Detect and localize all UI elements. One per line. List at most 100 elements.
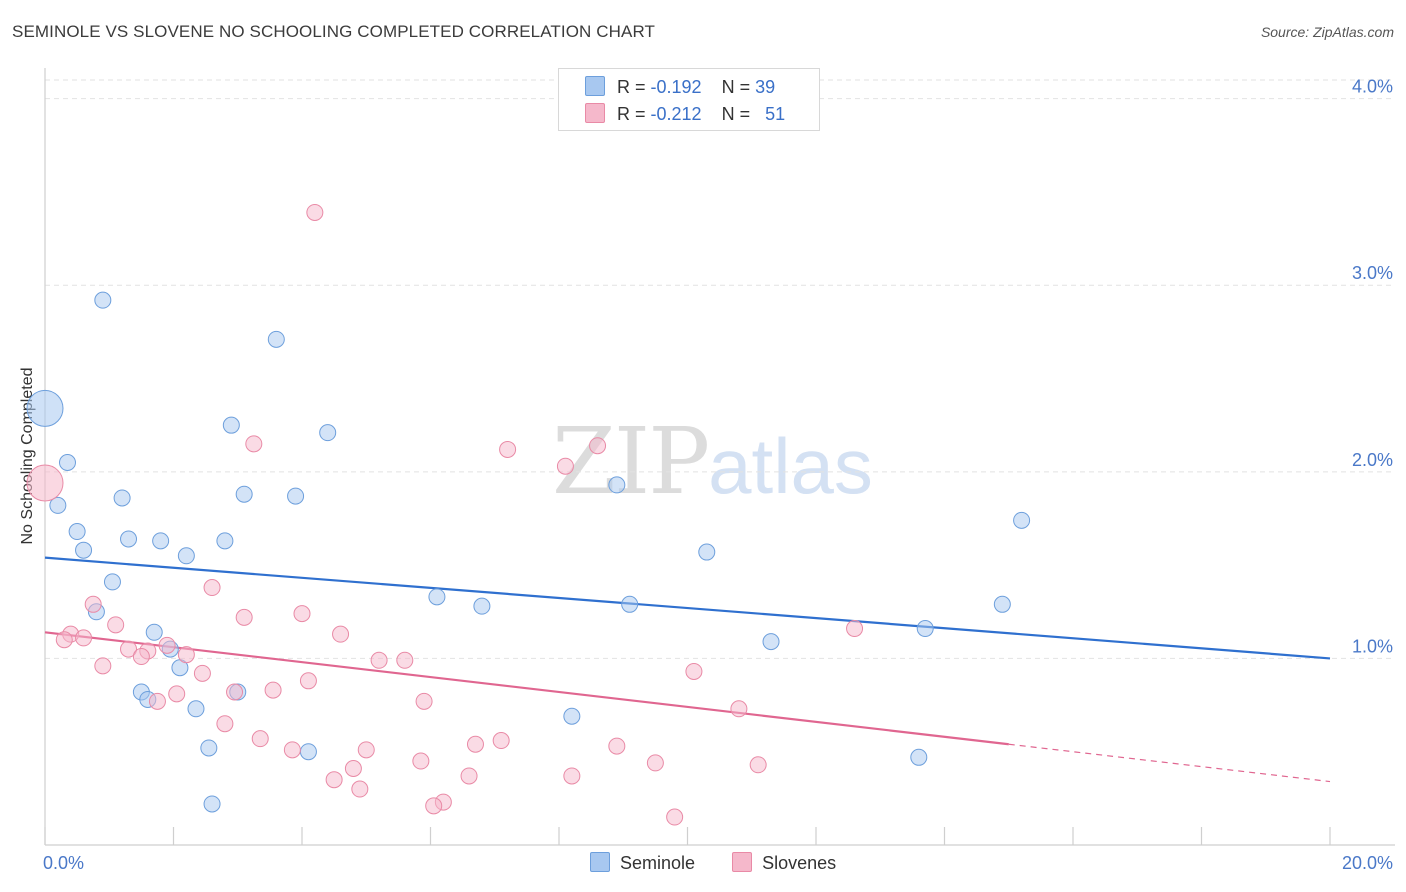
seminole-point[interactable] — [473, 597, 491, 615]
seminole-point[interactable] — [26, 389, 64, 427]
seminole-point[interactable] — [222, 416, 240, 434]
slovenes-point[interactable] — [293, 605, 311, 623]
slovenes-point[interactable] — [749, 756, 767, 774]
slovenes-point[interactable] — [203, 579, 221, 597]
slovenes-point[interactable] — [235, 608, 253, 626]
slovenes-point[interactable] — [245, 435, 263, 453]
slovenes-point[interactable] — [460, 767, 478, 785]
slovenes-point[interactable] — [94, 657, 112, 675]
slovenes-point[interactable] — [168, 685, 186, 703]
slovenes-point[interactable] — [193, 664, 211, 682]
slovenes-point[interactable] — [132, 648, 150, 666]
slovenes-point[interactable] — [666, 808, 684, 826]
r-value: -0.192 — [650, 77, 702, 97]
seminole-point[interactable] — [49, 496, 67, 514]
slovenes-point[interactable] — [730, 700, 748, 718]
seminole-point[interactable] — [563, 707, 581, 725]
correlation-legend: R = -0.192 N = 39 R = -0.212 N = 51 — [558, 68, 820, 131]
slovenes-point[interactable] — [55, 631, 73, 649]
slovenes-point[interactable] — [177, 646, 195, 664]
slovenes-point[interactable] — [158, 636, 176, 654]
seminole-point[interactable] — [200, 739, 218, 757]
slovenes-point[interactable] — [608, 737, 626, 755]
seminole-point[interactable] — [608, 476, 626, 494]
slovenes-point[interactable] — [466, 735, 484, 753]
seminole-point[interactable] — [152, 532, 170, 550]
seminole-point[interactable] — [428, 588, 446, 606]
slovenes-point[interactable] — [216, 715, 234, 733]
slovenes-point[interactable] — [26, 464, 64, 502]
slovenes-point[interactable] — [283, 741, 301, 759]
slovenes-point[interactable] — [415, 692, 433, 710]
seminole-point[interactable] — [235, 485, 253, 503]
legend-label: Seminole — [620, 853, 696, 873]
slovenes-point[interactable] — [120, 640, 138, 658]
slovenes-point[interactable] — [425, 797, 443, 815]
y-tick-label: 3.0% — [1352, 263, 1393, 283]
slovenes-point[interactable] — [492, 732, 510, 750]
slovenes-point[interactable] — [306, 203, 324, 221]
slovenes-point[interactable] — [563, 767, 581, 785]
seminole-point[interactable] — [993, 595, 1011, 613]
legend-row-seminole: R = -0.192 N = 39 — [585, 76, 775, 100]
seminole-point[interactable] — [103, 573, 121, 591]
slovenes-point[interactable] — [332, 625, 350, 643]
seminole-point[interactable] — [120, 530, 138, 548]
x-tick-label: 0.0% — [43, 853, 84, 873]
seminole-point[interactable] — [145, 623, 163, 641]
seminole-point[interactable] — [216, 532, 234, 550]
n-label: N = — [721, 77, 756, 97]
seminole-point[interactable] — [187, 700, 205, 718]
slovenes-point[interactable] — [251, 730, 269, 748]
slovenes-point[interactable] — [499, 440, 517, 458]
slovenes-point[interactable] — [264, 681, 282, 699]
seminole-point[interactable] — [203, 795, 221, 813]
legend-item-slovenes[interactable]: Slovenes — [732, 852, 836, 874]
seminole-point[interactable] — [319, 424, 337, 442]
slovenes-trend-extension — [1008, 743, 1331, 783]
seminole-trend-line — [44, 556, 1331, 660]
seminole-point[interactable] — [1013, 511, 1031, 529]
legend-item-seminole[interactable]: Seminole — [590, 852, 695, 874]
slovenes-point[interactable] — [344, 760, 362, 777]
seminole-point[interactable] — [267, 330, 285, 348]
slovenes-point[interactable] — [412, 752, 430, 770]
slovenes-point[interactable] — [685, 662, 703, 680]
series-slovenes — [26, 203, 864, 826]
seminole-point[interactable] — [910, 748, 928, 766]
slovenes-point[interactable] — [351, 780, 369, 798]
slovenes-point[interactable] — [325, 771, 343, 789]
trend-lines — [44, 556, 1331, 783]
tick-labels: 1.0% 2.0% 3.0% 4.0% 0.0% 20.0% — [43, 77, 1393, 873]
legend-label: Slovenes — [762, 853, 837, 873]
seminole-point[interactable] — [113, 489, 131, 507]
seminole-point[interactable] — [698, 543, 716, 561]
slovenes-point[interactable] — [846, 620, 864, 638]
seminole-point[interactable] — [299, 743, 317, 761]
seminole-point[interactable] — [287, 487, 305, 505]
seminole-swatch — [585, 76, 605, 96]
slovenes-point[interactable] — [226, 683, 244, 701]
slovenes-point[interactable] — [107, 616, 125, 634]
slovenes-point[interactable] — [370, 651, 388, 669]
n-label: N = — [721, 104, 756, 124]
slovenes-point[interactable] — [148, 692, 166, 710]
seminole-point[interactable] — [68, 523, 86, 541]
slovenes-point[interactable] — [299, 672, 317, 690]
seminole-point[interactable] — [75, 541, 93, 559]
seminole-point[interactable] — [762, 633, 780, 651]
seminole-point[interactable] — [58, 454, 76, 471]
slovenes-point[interactable] — [84, 595, 102, 613]
slovenes-point[interactable] — [589, 437, 607, 455]
slovenes-point[interactable] — [357, 741, 375, 759]
seminole-point[interactable] — [94, 291, 112, 309]
slovenes-point[interactable] — [556, 457, 574, 475]
slovenes-point[interactable] — [646, 754, 664, 772]
chart-title: SEMINOLE VS SLOVENE NO SCHOOLING COMPLET… — [12, 22, 655, 41]
seminole-point[interactable] — [621, 595, 639, 613]
seminole-point[interactable] — [177, 547, 195, 565]
slovenes-point[interactable] — [396, 651, 414, 669]
slovenes-point[interactable] — [75, 629, 93, 647]
seminole-point[interactable] — [916, 620, 934, 638]
